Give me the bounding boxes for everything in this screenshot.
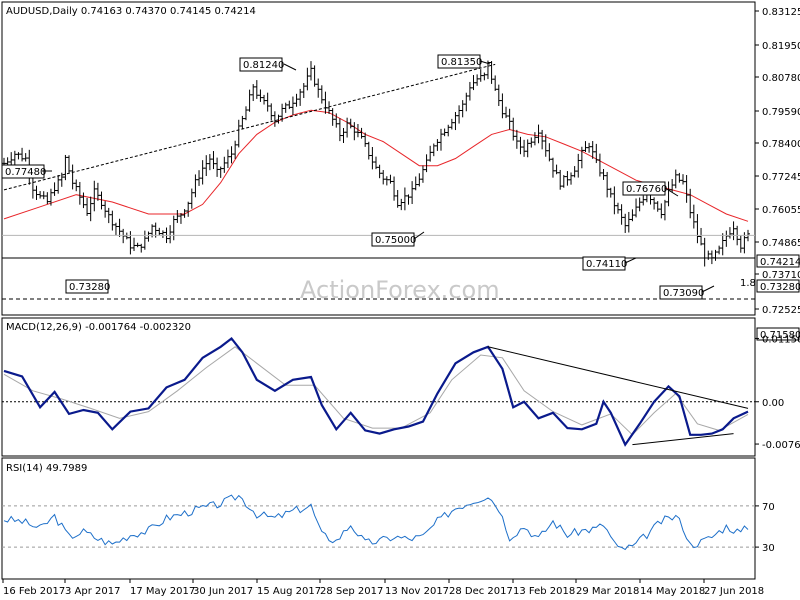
watermark: ActionForex.com	[300, 276, 500, 304]
right-price-box	[756, 279, 800, 293]
time-tick-label: 28 Dec 2017	[449, 586, 513, 597]
price-axis: 0.83125 0.81950 0.80780 0.79590 0.78400 0.772…	[740, 7, 800, 341]
annotation-label: 0.75000	[375, 235, 416, 246]
macd-tick-label: 0.00	[762, 398, 784, 409]
rsi-tick-label: 30	[762, 543, 775, 554]
annotation-connector	[701, 285, 715, 293]
annotation-label: 0.73090	[663, 288, 704, 299]
annotation-box: 0.75000	[371, 232, 416, 247]
time-tick-label: 3 Apr 2017	[65, 586, 120, 597]
macd-lines	[2, 336, 755, 447]
annotation-frame	[65, 279, 109, 294]
price-tick-label: 0.79590	[762, 107, 800, 118]
annotation-frame	[371, 232, 415, 247]
time-tick-label: 27 Jun 2018	[704, 586, 764, 597]
price-tick-label: 0.83125	[762, 7, 800, 18]
right-price-text: 0.73280	[760, 282, 800, 293]
annotation-connector	[664, 187, 679, 197]
moving-average-line	[3, 109, 749, 222]
annotation-frame	[239, 57, 283, 72]
annotation-box: 0.77480	[1, 164, 46, 179]
macd-title: MACD(12,26,9) -0.001764 -0.002320	[6, 322, 191, 333]
price-tick-label: 0.73710	[762, 270, 800, 281]
time-tick-label: 17 May 2017	[130, 586, 195, 597]
price-tick-label: 0.74865	[762, 238, 800, 249]
annotation-connector	[413, 231, 425, 240]
price-tick-label: 0.77245	[762, 172, 800, 183]
price-panel	[1, 1, 756, 316]
macd-tick-label: -0.00769	[762, 440, 800, 451]
annotation-box: 0.73090	[659, 285, 704, 300]
annotation-frame	[582, 256, 626, 271]
annotation-box: 0.81240	[239, 57, 284, 72]
macd-tick-label: 0.011508	[762, 334, 800, 345]
dotted-trendline	[3, 63, 496, 191]
annotation-label: 0.77480	[5, 167, 46, 178]
right-price-box	[756, 327, 800, 341]
macd-panel	[1, 317, 756, 457]
annotation-label: 0.81350	[441, 57, 482, 68]
annotation-label: 0.81240	[243, 60, 284, 71]
macd-trendline	[487, 346, 749, 409]
ohlc-bars	[2, 60, 750, 267]
annotation-box: 0.74110	[582, 256, 627, 271]
annotation-label: 0.73280	[69, 282, 110, 293]
annotation-connector	[624, 257, 637, 264]
price-tick-label: 0.76055	[762, 205, 800, 216]
time-tick-label: 15 Aug 2017	[257, 586, 321, 597]
rsi-tick-label: 70	[762, 502, 775, 513]
macd-trendline	[632, 433, 734, 446]
price-tick-label: 0.81950	[762, 41, 800, 52]
rsi-title: RSI(14) 49.7989	[6, 463, 87, 474]
annotation-connector	[479, 60, 491, 65]
right-price-text: 0.74214	[760, 257, 800, 268]
rsi-panel	[1, 457, 756, 580]
ma-path	[3, 109, 749, 222]
right-price-text: 0.71580	[760, 330, 800, 341]
annotation-connector	[283, 63, 297, 71]
annotation-box: 0.81350	[437, 54, 482, 69]
symbol-header: AUDUSD,Daily 0.74163 0.74370 0.74145 0.7…	[6, 6, 256, 17]
price-tick-label: 0.78400	[762, 139, 800, 150]
right-price-label: 0.71580	[756, 327, 800, 341]
time-tick-label: 13 Nov 2017	[385, 586, 449, 597]
macd-line	[3, 336, 749, 447]
annotation-box: 0.76760	[622, 181, 667, 196]
rsi-axis: 70 30	[755, 502, 775, 554]
macd-axis: 0.011508 0.00 -0.00769	[755, 334, 800, 451]
annotation-label: 0.76760	[626, 184, 667, 195]
annotation-label: 0.74110	[586, 259, 627, 270]
right-price-box	[756, 254, 800, 268]
price-tick-label: 0.80780	[762, 73, 800, 84]
side-mark: 1.8	[740, 278, 756, 289]
price-tick-label: 0.72525	[762, 305, 800, 316]
swing-annotations: 0.77480 0.73280 0.81240 0.81350 0.75000 0.767…	[1, 54, 715, 300]
time-tick-label: 30 Jun 2017	[193, 586, 253, 597]
rsi-line	[2, 494, 755, 551]
annotation-box: 0.73280	[65, 279, 110, 294]
right-price-label: 0.73280	[756, 279, 800, 293]
time-tick-label: 14 May 2018	[640, 586, 705, 597]
time-tick-label: 28 Sep 2017	[320, 586, 383, 597]
time-tick-label: 29 Mar 2018	[576, 586, 639, 597]
right-price-label: 0.74214	[756, 254, 800, 268]
time-tick-label: 16 Feb 2017	[3, 586, 65, 597]
time-tick-label: 13 Feb 2018	[513, 586, 575, 597]
annotation-frame	[659, 285, 703, 300]
rsi-path	[3, 494, 749, 551]
